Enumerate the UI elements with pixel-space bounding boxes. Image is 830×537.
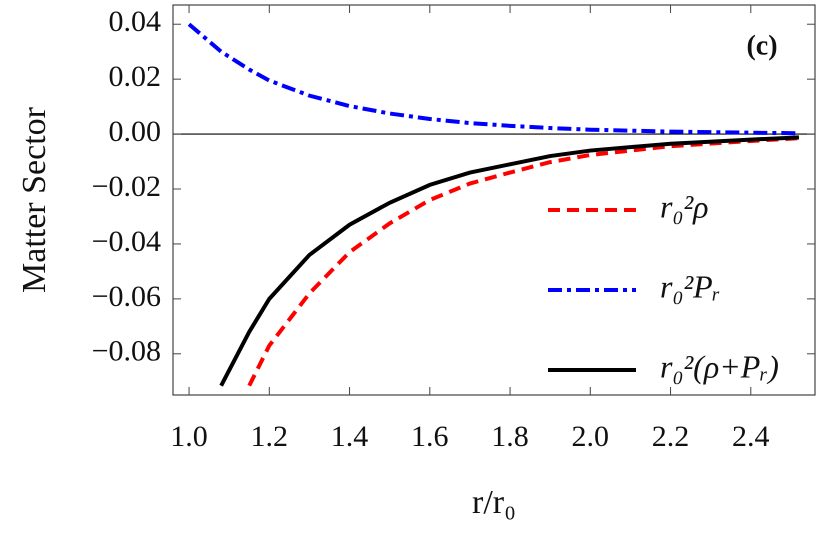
y-tick-label: −0.06: [92, 280, 161, 313]
x-tick-label: 2.4: [732, 420, 770, 453]
y-tick-label: 0.04: [109, 5, 162, 38]
line-series: [219, 135, 800, 387]
x-tick-label: 1.0: [170, 420, 208, 453]
y-tick-label: −0.02: [92, 170, 161, 203]
y-tick-label: −0.08: [92, 335, 161, 368]
plot-frame: [172, 4, 816, 396]
x-axis-label: r/r₀: [472, 484, 516, 521]
x-tick-label: 1.6: [411, 420, 449, 453]
line-series: [247, 136, 800, 387]
legend-label: r₀²ρ: [660, 188, 709, 224]
x-tick-label: 1.4: [331, 420, 369, 453]
x-tick-label: 1.2: [251, 420, 289, 453]
y-axis-label: Matter Sector: [16, 106, 53, 293]
y-tick-label: −0.04: [92, 225, 161, 258]
y-tick-label: 0.02: [109, 60, 162, 93]
annotation: (c): [746, 30, 777, 61]
x-tick-label: 2.2: [652, 420, 690, 453]
line-series: [187, 22, 799, 136]
y-tick-label: 0.00: [109, 115, 162, 148]
legend-label: r₀²Pᵣ: [660, 268, 721, 304]
x-tick-label: 2.0: [572, 420, 610, 453]
x-tick-label: 1.8: [491, 420, 529, 453]
legend-label: r₀²(ρ+Pᵣ): [660, 348, 779, 384]
